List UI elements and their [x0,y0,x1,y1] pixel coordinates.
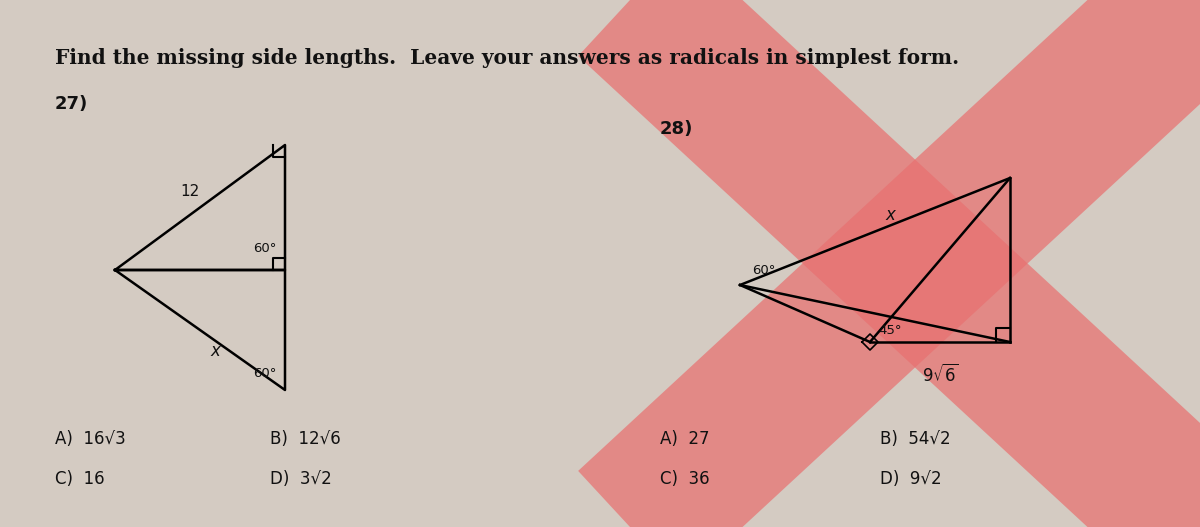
Text: 28): 28) [660,120,694,138]
Text: D)  9√2: D) 9√2 [880,470,942,488]
Text: 60°: 60° [253,367,277,380]
Text: 60°: 60° [752,264,775,277]
Text: x: x [886,206,895,223]
Text: C)  36: C) 36 [660,470,709,488]
Text: 45°: 45° [878,324,901,337]
Text: D)  3√2: D) 3√2 [270,470,331,488]
Text: 9$\sqrt{6}$: 9$\sqrt{6}$ [922,364,959,386]
Text: 12: 12 [180,184,199,200]
Text: B)  54√2: B) 54√2 [880,430,950,448]
Text: 60°: 60° [253,242,277,255]
Text: 27): 27) [55,95,89,113]
Text: Find the missing side lengths.  Leave your answers as radicals in simplest form.: Find the missing side lengths. Leave you… [55,48,959,68]
Text: B)  12√6: B) 12√6 [270,430,341,448]
Text: x: x [210,342,220,360]
Text: A)  16√3: A) 16√3 [55,430,126,448]
Text: C)  16: C) 16 [55,470,104,488]
Text: A)  27: A) 27 [660,430,709,448]
